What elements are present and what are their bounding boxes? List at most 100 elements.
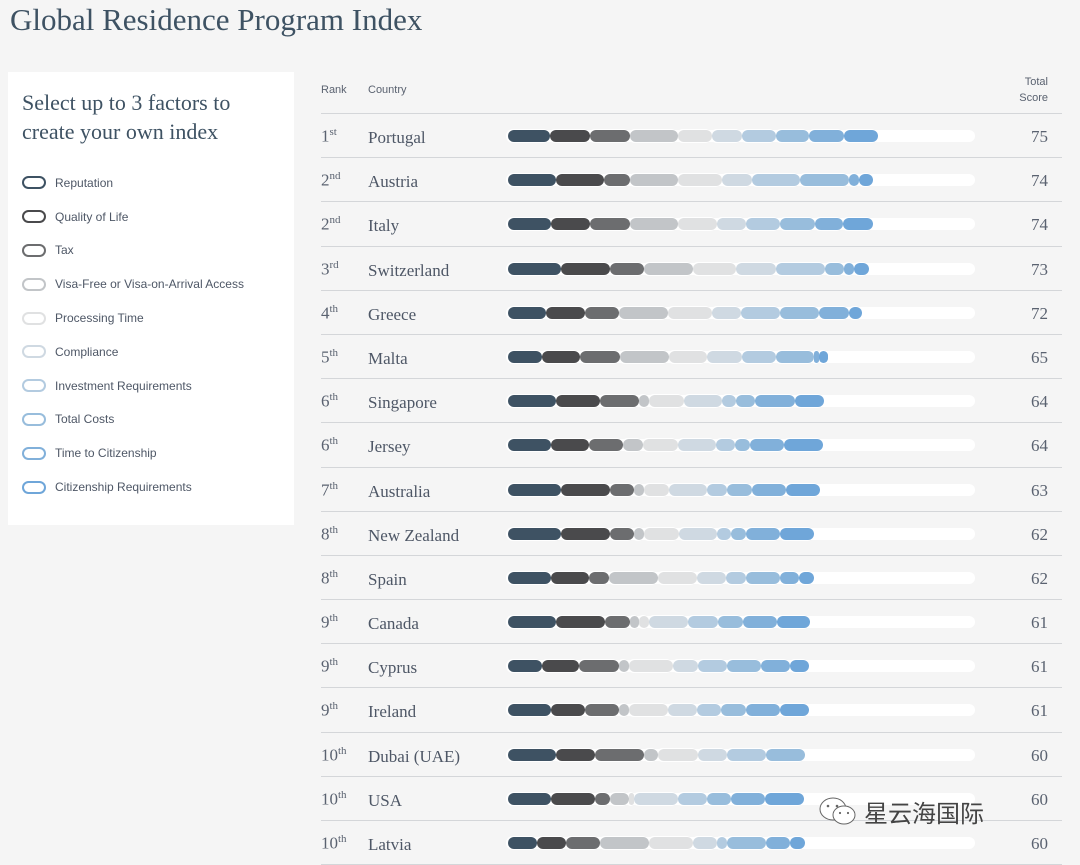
rank: 10th	[321, 788, 347, 809]
table-row[interactable]: 1st Portugal 75	[321, 114, 1062, 159]
bar-segment-6	[716, 527, 732, 540]
factor-toggle[interactable]: Visa-Free or Visa-on-Arrival Access	[22, 267, 294, 301]
bar-segment-0	[508, 218, 551, 231]
bar-segment-6	[697, 704, 722, 717]
factor-toggle[interactable]: Quality of Life	[22, 200, 294, 234]
table-row[interactable]: 9th Ireland 61	[321, 688, 1062, 733]
toggle-pill-icon[interactable]	[22, 345, 46, 359]
table-row[interactable]: 2nd Austria 74	[321, 158, 1062, 203]
total-score: 61	[1031, 657, 1048, 677]
rank: 4th	[321, 302, 339, 323]
bar-segment-2	[604, 616, 630, 629]
bar-segment-4	[643, 483, 669, 496]
factor-toggle[interactable]: Total Costs	[22, 403, 294, 437]
bar-segment-4	[678, 218, 718, 231]
table-row[interactable]: 4th Greece 72	[321, 291, 1062, 335]
factor-toggle[interactable]: Tax	[22, 234, 294, 268]
total-score: 74	[1031, 171, 1048, 191]
bar-segment-6	[751, 174, 801, 187]
bar-segment-2	[604, 174, 630, 187]
bar-segment-0	[508, 350, 542, 363]
bar-segment-7	[766, 748, 806, 761]
toggle-pill-icon[interactable]	[22, 243, 46, 257]
bar-segment-9	[843, 130, 878, 142]
toggle-pill-icon[interactable]	[22, 412, 46, 426]
bar-segment-2	[589, 218, 630, 231]
score-bar	[508, 792, 975, 805]
bar-segment-5	[678, 439, 717, 452]
table-row[interactable]: 8th New Zealand 62	[321, 512, 1062, 556]
bar-segment-1	[556, 395, 601, 408]
table-row[interactable]: 7th Australia 63	[321, 468, 1062, 512]
toggle-pill-icon[interactable]	[22, 277, 46, 291]
bar-segment-0	[508, 748, 557, 761]
table-row[interactable]: 8th Spain 62	[321, 556, 1062, 601]
bar-segment-1	[551, 571, 590, 584]
total-score-header[interactable]: Total Score	[1019, 76, 1048, 104]
bar-segment-3	[623, 439, 644, 452]
bar-segment-9	[799, 571, 814, 584]
table-row[interactable]: 3rd Switzerland 73	[321, 247, 1062, 291]
bar-segment-2	[580, 350, 620, 363]
country-header[interactable]: Country	[368, 84, 407, 96]
bar-segment-5	[722, 174, 752, 187]
factor-toggle[interactable]: Time to Citizenship	[22, 436, 294, 470]
table-row[interactable]: 10th USA 60	[321, 777, 1062, 821]
toggle-pill-icon[interactable]	[22, 480, 46, 494]
rank: 1st	[321, 126, 337, 146]
country-name: Cyprus	[368, 658, 418, 678]
table-row[interactable]: 2nd Italy 74	[321, 202, 1062, 247]
factor-toggle[interactable]: Citizenship Requirements	[22, 470, 294, 504]
bar-segment-6	[716, 439, 736, 452]
bar-segment-1	[546, 306, 586, 319]
bar-segment-0	[508, 616, 556, 629]
toggle-pill-icon[interactable]	[22, 311, 46, 325]
bar-segment-4	[668, 306, 712, 319]
bar-segment-4	[658, 748, 698, 761]
table-row[interactable]: 9th Cyprus 61	[321, 644, 1062, 689]
score-bar	[508, 395, 975, 408]
factor-label: Investment Requirements	[55, 378, 192, 393]
bar-segment-8	[813, 350, 819, 363]
score-bar	[508, 571, 975, 584]
toggle-pill-icon[interactable]	[22, 379, 46, 393]
bar-segment-7	[706, 792, 732, 805]
bar-segment-8	[752, 483, 786, 496]
bar-segment-5	[697, 748, 727, 761]
score-bar	[508, 483, 975, 496]
bar-segment-3	[609, 792, 630, 805]
bar-segment-8	[754, 395, 795, 408]
rank: 9th	[321, 612, 339, 632]
table-row[interactable]: 10th Dubai (UAE) 60	[321, 733, 1062, 777]
score-bar	[508, 704, 975, 717]
bar-segment-9	[790, 837, 806, 849]
factor-toggle[interactable]: Processing Time	[22, 301, 294, 335]
bar-segment-0	[508, 439, 552, 452]
score-bar	[508, 527, 975, 540]
table-row[interactable]: 6th Singapore 64	[321, 379, 1062, 424]
bar-segment-9	[843, 218, 873, 231]
table-row[interactable]: 9th Canada 61	[321, 600, 1062, 645]
bar-segment-4	[629, 792, 634, 805]
bar-segment-4	[692, 262, 737, 275]
bar-segment-5	[633, 792, 679, 805]
bar-segment-2	[595, 792, 610, 805]
bar-segment-2	[609, 262, 644, 275]
bar-segment-4	[678, 174, 723, 187]
table-row[interactable]: 6th Jersey 64	[321, 423, 1062, 468]
rank-header[interactable]: Rank	[321, 84, 347, 96]
bar-segment-3	[633, 527, 644, 540]
bar-segment-7	[745, 571, 780, 584]
toggle-pill-icon[interactable]	[22, 446, 46, 460]
table-row[interactable]: 5th Malta 65	[321, 335, 1062, 380]
rank: 8th	[321, 523, 339, 544]
bar-segment-6	[741, 130, 776, 142]
toggle-pill-icon[interactable]	[22, 210, 46, 224]
factor-toggle[interactable]: Reputation	[22, 166, 294, 200]
bar-segment-2	[565, 837, 601, 849]
toggle-pill-icon[interactable]	[22, 176, 46, 190]
country-name: Switzerland	[368, 260, 450, 280]
score-bar	[508, 306, 975, 319]
factor-toggle[interactable]: Compliance	[22, 335, 294, 369]
factor-toggle[interactable]: Investment Requirements	[22, 369, 294, 403]
